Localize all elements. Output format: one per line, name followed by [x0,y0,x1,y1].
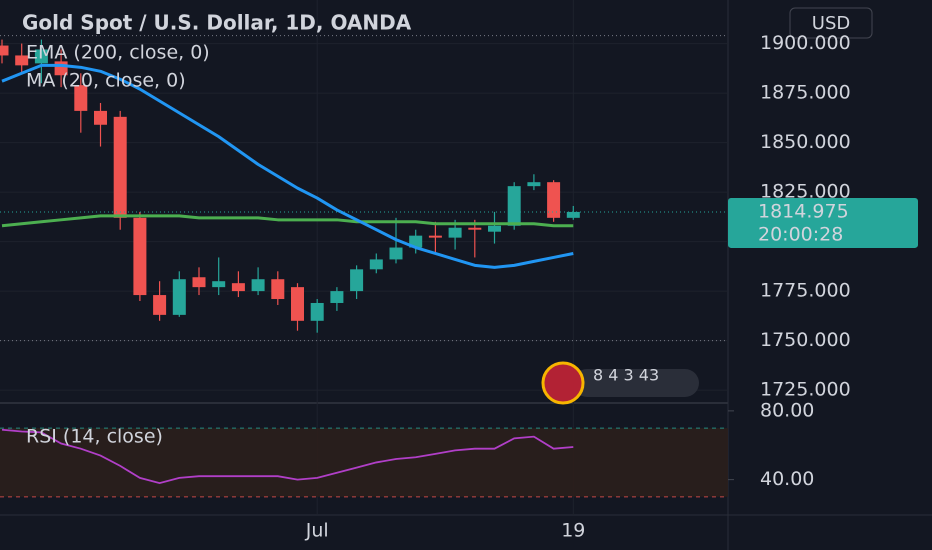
y-tick-label: 80.00 [760,399,814,421]
events-flag [541,361,585,405]
legend-entry: RSI (14, close) [26,426,163,448]
candle-body [133,217,147,296]
candle-body [192,277,206,288]
candle-body [94,110,107,125]
candle-body [507,186,521,226]
currency-button[interactable] [789,7,873,39]
candle-body [468,227,482,230]
y-tick-label: 1825.000 [760,181,851,203]
chart-title: Gold Spot / U.S. Dollar, 1D, OANDA [22,11,412,35]
candle-body [34,49,48,64]
candle-body [231,283,245,292]
candle-body [448,227,462,238]
candle-body [113,116,127,218]
y-tick-label: 1750.000 [760,329,851,351]
candle-body [566,211,580,218]
candle-body [409,235,423,248]
candle-body [369,259,383,270]
x-tick-label: 19 [561,520,585,542]
indicator-line [1,63,574,269]
candle-body [15,55,29,66]
y-tick-label: 1900.000 [760,32,851,54]
candle-body [330,291,344,303]
candle-body [291,287,304,321]
last-price-label: 1814.975 [758,200,849,222]
x-tick-label: Jul [305,520,329,542]
labels: Gold Spot / U.S. Dollar, 1D, OANDA EMA (… [22,7,918,542]
candle-body [310,302,324,321]
rsi-band-fill [0,428,728,497]
candle-body [153,295,167,315]
currency-label[interactable]: USD [812,13,850,34]
y-tick-label: 1775.000 [760,280,851,302]
candle-body [547,182,561,218]
indicator-line [1,214,574,228]
candle-body [74,85,88,111]
y-tick-label: 40.00 [760,468,814,490]
legend-entry: MA (20, close, 0) [26,70,186,92]
candle-body [271,279,285,300]
rsi-line [1,428,574,484]
last-price-box [728,197,918,248]
candle-body [488,225,501,232]
legend-entry: EMA (200, close, 0) [26,42,210,64]
y-tick-label: 1875.000 [760,82,851,104]
marks [0,0,734,515]
candle-body [0,45,9,56]
candle-body [389,247,403,260]
y-tick-label: 1850.000 [760,131,851,153]
countdown-label: 20:00:28 [758,223,843,245]
candle-body [212,281,226,288]
candle-body [251,279,265,292]
y-tick-label: 1725.000 [760,379,851,401]
events-label: 8 4 3 43 [593,366,659,385]
events-badge [573,369,699,397]
candle-body [172,279,186,315]
candle-body [527,182,541,187]
candle-body [428,235,442,238]
candle-body [350,269,364,292]
